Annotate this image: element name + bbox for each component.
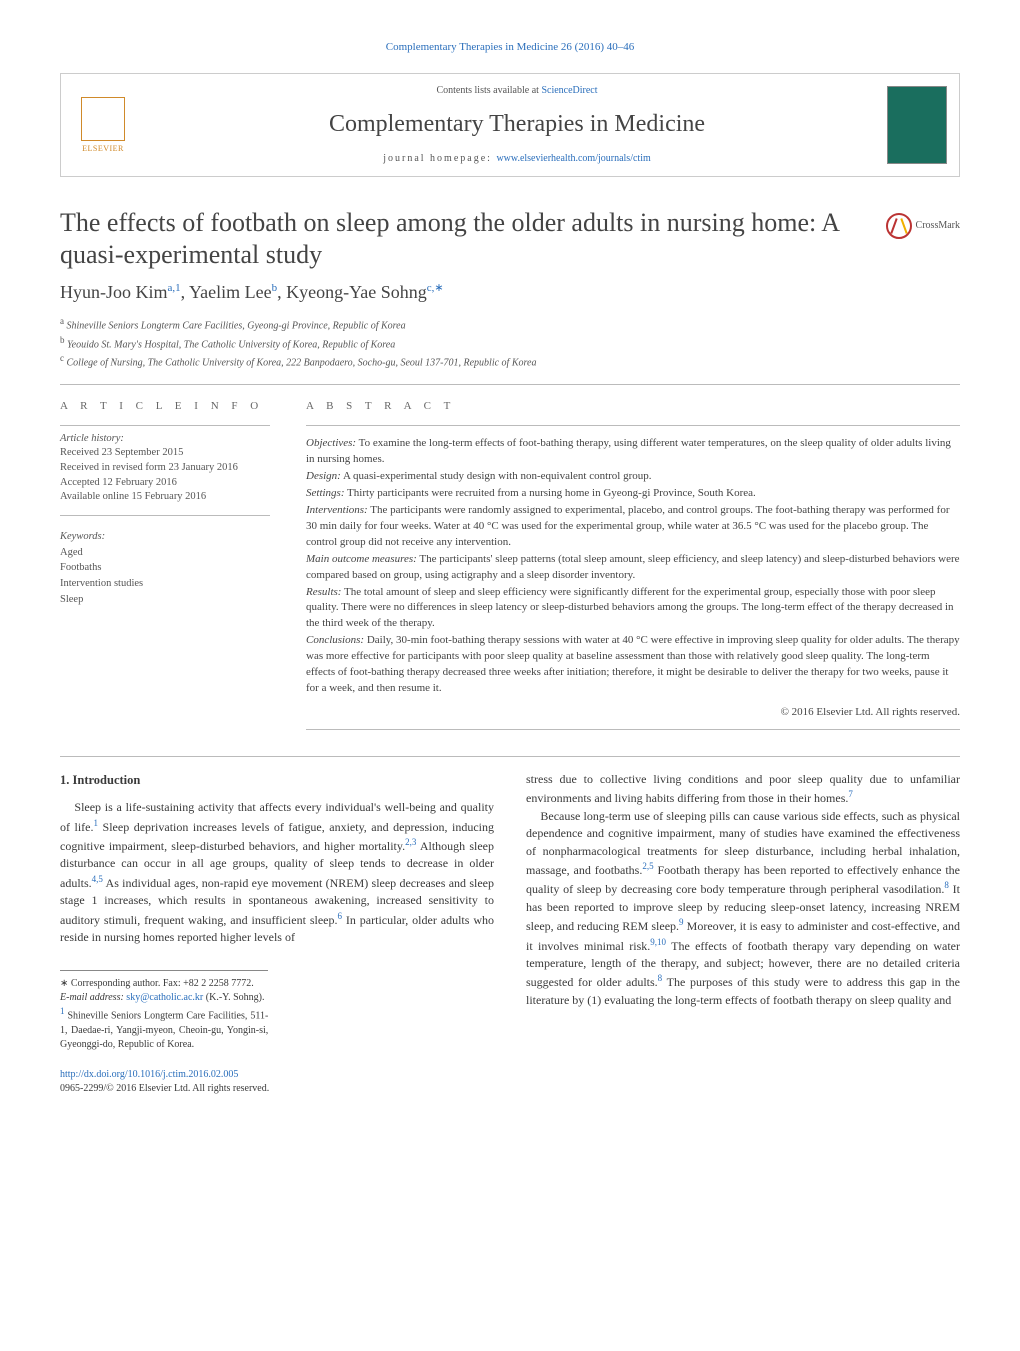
aff-a-sup: a (60, 316, 64, 326)
abs-results-label: Results: (306, 586, 341, 598)
article-title: The effects of footbath on sleep among t… (60, 207, 866, 272)
abstract: a b s t r a c t Objectives: To examine t… (306, 399, 960, 730)
column-left: 1. Introduction Sleep is a life-sustaini… (60, 771, 494, 1096)
issn-copyright: 0965-2299/© 2016 Elsevier Ltd. All right… (60, 1082, 494, 1096)
contents-line: Contents lists available at ScienceDirec… (147, 84, 887, 98)
author-2: , Yaelim Lee (181, 282, 272, 302)
contents-prefix: Contents lists available at (436, 85, 541, 96)
ref-sup[interactable]: 4,5 (92, 874, 103, 884)
abs-objectives: To examine the long-term effects of foot… (306, 437, 951, 465)
aff-a: Shineville Seniors Longterm Care Facilit… (67, 321, 406, 332)
keyword: Aged (60, 545, 270, 561)
abs-conclusions: Daily, 30-min foot-bathing therapy sessi… (306, 634, 960, 694)
abs-design: A quasi-experimental study design with n… (341, 470, 652, 482)
crossmark-badge[interactable]: CrossMark (886, 213, 960, 239)
abs-settings: Thirty participants were recruited from … (345, 487, 756, 499)
text: stress due to collective living conditio… (526, 772, 960, 805)
aff-c-sup: c (60, 353, 64, 363)
abs-measures-label: Main outcome measures: (306, 553, 417, 565)
footnote-1: Shineville Seniors Longterm Care Facilit… (60, 1011, 268, 1050)
history-online: Available online 15 February 2016 (60, 490, 270, 505)
doi-block: http://dx.doi.org/10.1016/j.ctim.2016.02… (60, 1068, 494, 1096)
footnotes: ∗ Corresponding author. Fax: +82 2 2258 … (60, 970, 268, 1051)
abs-interventions: The participants were randomly assigned … (306, 504, 950, 548)
keyword: Footbaths (60, 560, 270, 576)
journal-homepage: journal homepage: www.elsevierhealth.com… (147, 152, 887, 166)
intro-paragraph-2: Because long-term use of sleeping pills … (526, 808, 960, 1009)
email-who: (K.-Y. Sohng). (203, 992, 264, 1003)
abstract-heading: a b s t r a c t (306, 399, 960, 415)
journal-title: Complementary Therapies in Medicine (147, 108, 887, 142)
journal-cover-icon (887, 86, 947, 164)
divider (60, 384, 960, 385)
keyword: Intervention studies (60, 576, 270, 592)
author-3-sup: c,∗ (427, 282, 444, 294)
abs-copyright: © 2016 Elsevier Ltd. All rights reserved… (306, 705, 960, 721)
keywords-label: Keywords: (60, 530, 270, 545)
corresponding-author: ∗ Corresponding author. Fax: +82 2 2258 … (60, 977, 268, 991)
affiliations: a Shineville Seniors Longterm Care Facil… (60, 315, 960, 370)
elsevier-logo: ELSEVIER (73, 95, 133, 155)
header-citation: Complementary Therapies in Medicine 26 (… (60, 40, 960, 55)
crossmark-icon (886, 213, 912, 239)
ref-sup[interactable]: 7 (848, 789, 853, 799)
email-label: E-mail address: (60, 992, 126, 1003)
aff-b-sup: b (60, 335, 65, 345)
author-1-sup: a,1 (168, 282, 181, 294)
intro-paragraph: Sleep is a life-sustaining activity that… (60, 799, 494, 946)
abs-objectives-label: Objectives: (306, 437, 356, 449)
article-info: a r t i c l e i n f o Article history: R… (60, 399, 270, 730)
elsevier-text: ELSEVIER (82, 143, 124, 154)
abs-interventions-label: Interventions: (306, 504, 368, 516)
banner-center: Contents lists available at ScienceDirec… (147, 84, 887, 166)
history-label: Article history: (60, 432, 270, 447)
sciencedirect-link[interactable]: ScienceDirect (541, 85, 597, 96)
keyword: Sleep (60, 592, 270, 608)
crossmark-label: CrossMark (916, 219, 960, 233)
abs-settings-label: Settings: (306, 487, 345, 499)
abs-conclusions-label: Conclusions: (306, 634, 364, 646)
journal-banner: ELSEVIER Contents lists available at Sci… (60, 73, 960, 177)
column-right: stress due to collective living conditio… (526, 771, 960, 1096)
section-heading: 1. Introduction (60, 771, 494, 789)
abs-results: The total amount of sleep and sleep effi… (306, 586, 954, 630)
history-revised: Received in revised form 23 January 2016 (60, 461, 270, 476)
authors: Hyun-Joo Kima,1, Yaelim Leeb, Kyeong-Yae… (60, 280, 960, 305)
history-received: Received 23 September 2015 (60, 446, 270, 461)
intro-continuation: stress due to collective living conditio… (526, 771, 960, 808)
author-1: Hyun-Joo Kim (60, 282, 168, 302)
abs-design-label: Design: (306, 470, 341, 482)
divider (60, 756, 960, 757)
elsevier-tree-icon (81, 97, 125, 141)
aff-b: Yeouido St. Mary's Hospital, The Catholi… (67, 339, 395, 350)
body-columns: 1. Introduction Sleep is a life-sustaini… (60, 771, 960, 1096)
homepage-prefix: journal homepage: (383, 153, 496, 164)
email-link[interactable]: sky@catholic.ac.kr (126, 992, 203, 1003)
homepage-link[interactable]: www.elsevierhealth.com/journals/ctim (496, 153, 650, 164)
keywords-list: Aged Footbaths Intervention studies Slee… (60, 545, 270, 608)
history-accepted: Accepted 12 February 2016 (60, 476, 270, 491)
ref-sup[interactable]: 2,3 (405, 837, 416, 847)
info-heading: a r t i c l e i n f o (60, 399, 270, 414)
ref-sup[interactable]: 9,10 (650, 937, 666, 947)
aff-c: College of Nursing, The Catholic Univers… (67, 357, 537, 368)
ref-sup[interactable]: 2,5 (642, 861, 653, 871)
author-3: , Kyeong-Yae Sohng (277, 282, 427, 302)
doi-link[interactable]: http://dx.doi.org/10.1016/j.ctim.2016.02… (60, 1069, 238, 1080)
